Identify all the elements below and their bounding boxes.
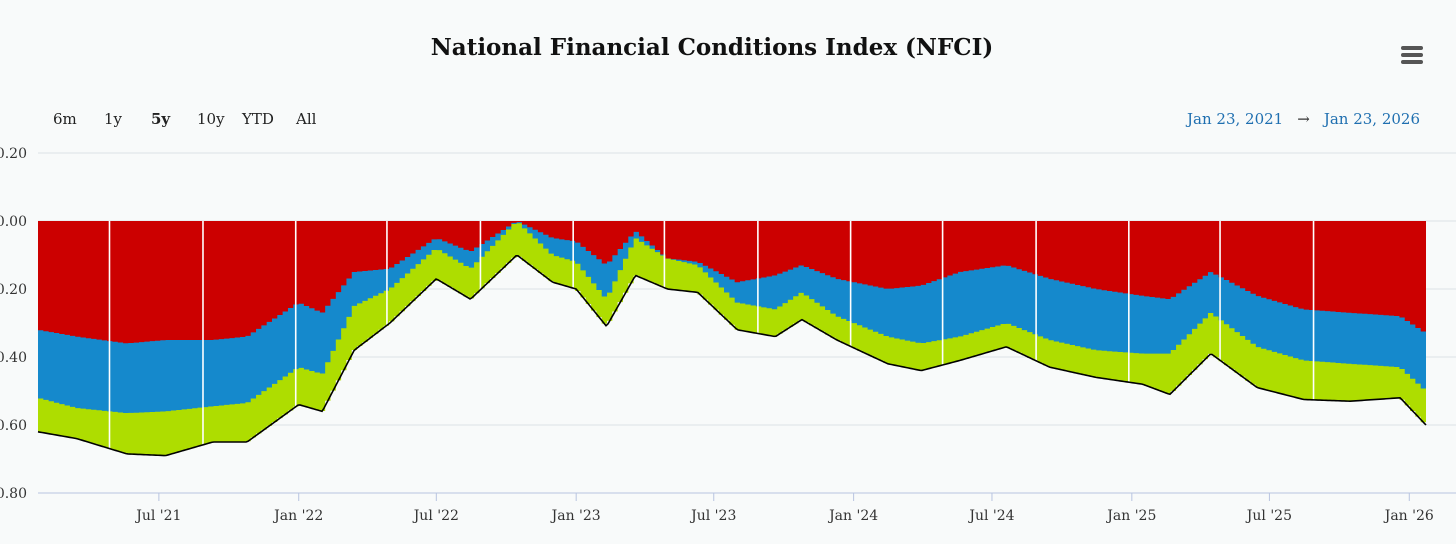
month-divider-lines	[108, 221, 1315, 449]
y-tick-label-1: 0.00	[0, 214, 27, 230]
x-tick-label-0: Jul '21	[134, 508, 181, 524]
date-range-display: Jan 23, 2021 → Jan 23, 2026	[1187, 110, 1420, 128]
y-tick-label-0: 0.20	[0, 146, 27, 162]
y-tick-label-2: -0.20	[0, 282, 27, 298]
x-tick-label-1: Jan '22	[272, 508, 323, 524]
band-area-red	[38, 221, 1426, 344]
x-tick-label-2: Jul '22	[412, 508, 459, 524]
range-button-5y[interactable]: 5y	[151, 110, 171, 128]
x-tick-label-5: Jan '24	[827, 508, 878, 524]
nfci-line	[37, 255, 1427, 457]
chart-lines	[37, 255, 1427, 457]
x-tick-label-9: Jan '26	[1383, 508, 1434, 524]
x-tick-label-4: Jul '23	[689, 508, 736, 524]
menu-button[interactable]	[1398, 43, 1428, 67]
range-button-1y[interactable]: 1y	[104, 110, 123, 128]
chart-title: National Financial Conditions Index (NFC…	[430, 34, 994, 61]
y-tick-label-5: -0.80	[0, 486, 27, 502]
range-button-6m[interactable]: 6m	[53, 110, 77, 128]
x-tick-label-7: Jan '25	[1105, 508, 1156, 524]
range-button-all[interactable]: All	[296, 110, 317, 128]
y-tick-label-4: -0.60	[0, 418, 27, 434]
chart-areas	[38, 221, 1426, 456]
y-tick-label-3: -0.40	[0, 350, 27, 366]
date-range-to[interactable]: Jan 23, 2026	[1323, 110, 1420, 128]
range-button-ytd[interactable]: YTD	[242, 110, 274, 128]
range-button-10y[interactable]: 10y	[197, 110, 225, 128]
x-tick-label-6: Jul '24	[967, 508, 1014, 524]
x-axis-ticks: Jul '21 Jan '22 Jul '22 Jan '23 Jul '23 Jan '…	[134, 493, 1434, 524]
x-tick-label-3: Jan '23	[550, 508, 601, 524]
date-range-from[interactable]: Jan 23, 2021	[1187, 110, 1284, 128]
x-tick-label-8: Jul '25	[1245, 508, 1292, 524]
y-axis-ticks: 0.20 0.00 -0.20 -0.40 -0.60 -0.80	[0, 146, 27, 502]
date-range-arrow: →	[1297, 110, 1310, 128]
